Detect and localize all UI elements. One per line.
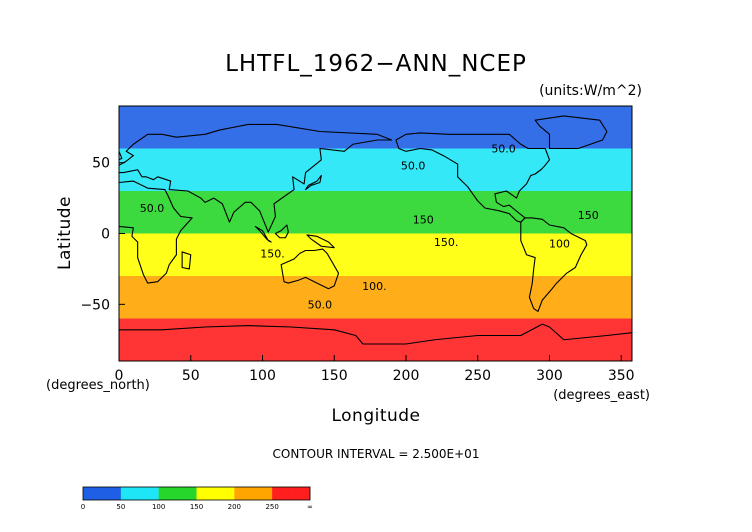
colorbar-swatch (177, 487, 197, 500)
y-tick-label: 0 (101, 227, 110, 243)
colorbar-tick-label: 250 (265, 503, 278, 511)
contour-label: 100 (549, 237, 570, 250)
coastline (119, 180, 193, 284)
coastline (181, 251, 192, 270)
contour-label: 150. (434, 236, 459, 249)
chart-title: LHTFL_1962−ANN_NCEP (225, 51, 527, 77)
colorbar-tick-label: 0 (81, 503, 85, 511)
coastline (534, 115, 608, 150)
y-tick-label: 50 (92, 156, 110, 172)
field-band (119, 106, 632, 149)
y-unit-label: (degrees_north) (46, 378, 150, 393)
x-tick-label: 250 (464, 368, 491, 384)
contour-label: 150 (413, 213, 434, 226)
colorbar-tick-label: ∞ (307, 503, 313, 511)
contour-label: 150. (260, 247, 285, 260)
contour-label: 150 (578, 209, 599, 222)
x-tick-label: 50 (182, 368, 200, 384)
colorbar-tick-label: 200 (228, 503, 241, 511)
colorbar-frame (82, 486, 311, 501)
coastline (119, 323, 632, 361)
colorbar-swatch (291, 487, 311, 500)
field-band (119, 318, 632, 361)
colorbar: 0 50 100 150 200 250 ∞ (81, 486, 313, 511)
contour-label: 50.0 (308, 298, 333, 311)
x-tick-label: 0 (115, 368, 124, 384)
field-band (119, 191, 632, 234)
colorbar-swatch (83, 487, 103, 500)
contour-label: 100. (362, 280, 387, 293)
coastline (306, 234, 335, 249)
coastline (274, 224, 289, 239)
colorbar-swatch (215, 487, 235, 500)
field-band (119, 233, 632, 276)
x-tick-label: 100 (249, 368, 276, 384)
colorbar-swatch (101, 487, 122, 500)
field-band (119, 276, 632, 319)
colorbar-tick-label: 150 (190, 503, 203, 511)
x-tick-label: 200 (393, 368, 420, 384)
colorbar-tick-label: 100 (152, 503, 165, 511)
y-axis-label: Latitude (55, 196, 75, 270)
x-tick-label: 150 (321, 368, 348, 384)
contour-label: 50.0 (140, 202, 165, 215)
colorbar-tick-label: 50 (116, 503, 125, 511)
contour-label: 50.0 (401, 160, 426, 173)
x-unit-label: (degrees_east) (553, 388, 650, 403)
colorbar-swatch (139, 487, 159, 500)
colorbar-swatch (196, 487, 216, 500)
heatmap-field (119, 106, 632, 361)
colorbar-swatch (158, 487, 178, 500)
field-band (119, 148, 632, 191)
coastline (254, 225, 272, 243)
colorbar-swatch (120, 487, 141, 500)
coastline (520, 217, 588, 312)
x-axis-ticks: 0 50 100 150 200 250 300 350 (115, 355, 635, 384)
coastline (280, 248, 340, 290)
x-tick-label: 300 (536, 368, 563, 384)
x-tick-label: 350 (608, 368, 635, 384)
x-axis-label: Longitude (331, 406, 420, 426)
coastline (395, 132, 551, 223)
coastline (304, 174, 322, 191)
colorbar-swatch (272, 487, 292, 500)
colorbar-swatch (234, 487, 254, 500)
contour-label: 50.0 (491, 143, 516, 156)
y-axis-ticks: 50 0 −50 (80, 156, 125, 313)
units-label: (units:W/m^2) (539, 83, 642, 99)
colorbar-swatch (253, 487, 273, 500)
coastline (119, 123, 393, 233)
contour-interval-label: CONTOUR INTERVAL = 2.500E+01 (273, 447, 480, 461)
y-tick-label: −50 (80, 297, 110, 313)
